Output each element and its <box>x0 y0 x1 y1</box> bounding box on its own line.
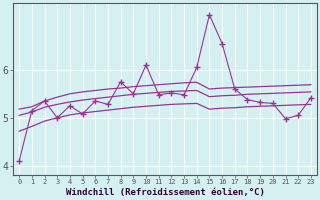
X-axis label: Windchill (Refroidissement éolien,°C): Windchill (Refroidissement éolien,°C) <box>66 188 264 197</box>
